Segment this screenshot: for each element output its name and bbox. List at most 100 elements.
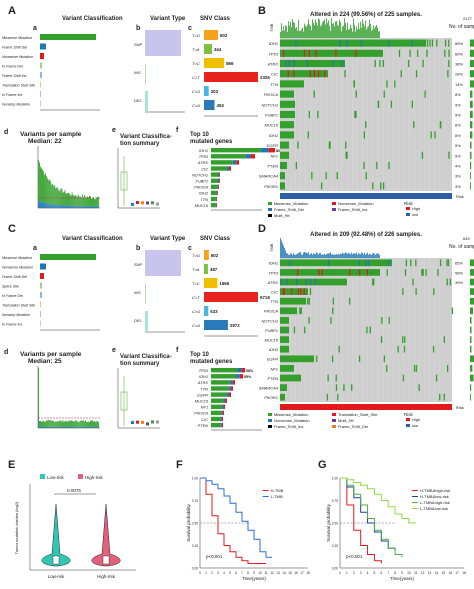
d-legend-risk-label: High bbox=[412, 417, 420, 422]
b-mut-cell-alt bbox=[388, 39, 390, 47]
d-mut-cell-scatter bbox=[446, 259, 448, 267]
g-xtick: 1 bbox=[346, 571, 348, 575]
a-vps-bar-sub bbox=[57, 205, 59, 208]
a-vc-label: Translation Start Site bbox=[2, 84, 35, 88]
a-vps-median: Median: 22 bbox=[28, 138, 62, 145]
e-violin-low-box bbox=[52, 555, 60, 565]
b-freq-bar bbox=[470, 141, 472, 149]
b-legend-risk-label: High bbox=[412, 206, 420, 211]
a-vps-bar bbox=[85, 197, 87, 207]
e-ylabel: Tumor mutation burden (log2) bbox=[14, 501, 19, 554]
d-mut-cell-scatter bbox=[402, 336, 404, 343]
d-mut-cell-alt bbox=[303, 288, 305, 295]
g-xtick: 12 bbox=[421, 571, 425, 575]
f-xtick: 6 bbox=[235, 571, 237, 575]
c-vps-bar bbox=[76, 421, 78, 428]
c-vps-bar bbox=[84, 420, 86, 427]
c-top10-pct: 55% bbox=[244, 375, 252, 379]
a-vt-title: Variant Type bbox=[150, 16, 186, 22]
c-vps-bar bbox=[78, 421, 80, 428]
d-gene-label: SMARCA4 bbox=[259, 386, 279, 391]
c-vps-bar bbox=[98, 421, 100, 428]
f-ytick: 0.00 bbox=[192, 567, 198, 571]
b-mut-cell-alt bbox=[339, 39, 341, 47]
b-tmb-bar bbox=[308, 19, 309, 38]
c-snv-value: 602 bbox=[211, 253, 219, 258]
b-tmb-bar bbox=[301, 29, 302, 38]
a-top10-gene: PIK3CA bbox=[194, 185, 208, 190]
c-vcs-title2: tion summary bbox=[120, 361, 160, 367]
b-tmb-bar bbox=[354, 24, 355, 38]
c-vps-bar-sub bbox=[75, 426, 77, 428]
b-tmb-bar bbox=[378, 31, 379, 38]
a-vps-bar-sub bbox=[38, 200, 39, 208]
d-tmb-bar bbox=[280, 238, 281, 258]
b-mut-cell-scatter bbox=[355, 90, 357, 98]
b-gene-label: SMARCA4 bbox=[259, 174, 279, 179]
d-mut-cell-scatter bbox=[388, 317, 390, 324]
c-vps-bar-sub bbox=[90, 426, 91, 428]
d-mut-cell-alt bbox=[309, 278, 312, 286]
d-mut-cell-scatter bbox=[366, 326, 368, 334]
d-mut-cell-alt bbox=[365, 259, 367, 267]
d-gene-label: FUBP1 bbox=[265, 328, 278, 333]
b-tmb-bar bbox=[313, 22, 314, 38]
c-top10-gene: CIC bbox=[201, 417, 208, 422]
a-vps-bar bbox=[93, 197, 94, 207]
a-top10-bar3 bbox=[218, 184, 219, 189]
c-top10-bar bbox=[211, 410, 222, 416]
b-tmb-bar bbox=[344, 18, 345, 38]
a-vps-bar-sub bbox=[65, 205, 67, 208]
c-vt-label: SNP bbox=[134, 262, 143, 267]
c-vps-bar bbox=[49, 420, 51, 427]
c-vps-bar bbox=[73, 421, 75, 428]
c-vcs-title: Variant Classifica- bbox=[120, 354, 172, 360]
c-vps-bar bbox=[44, 421, 46, 428]
a-snv-title: SNV Class bbox=[200, 16, 231, 22]
d-mut-cell-alt bbox=[314, 278, 317, 286]
c-sub-f: f bbox=[176, 347, 179, 354]
c-vcs-point bbox=[141, 420, 144, 424]
c-vps-bar bbox=[60, 420, 62, 427]
d-onco-title: Altered in 209 (92.48%) of 226 samples. bbox=[310, 232, 422, 238]
c-vps-bar-sub bbox=[86, 427, 88, 428]
d-mut-cell-scatter bbox=[372, 278, 374, 286]
b-tmb-bar bbox=[364, 26, 365, 38]
b-mut-cell-scatter bbox=[344, 70, 346, 78]
c-vps-bar bbox=[94, 421, 95, 427]
a-top10-gene: CIC bbox=[201, 166, 208, 171]
g-xtick: 2 bbox=[353, 571, 355, 575]
b-mut-cell-scatter bbox=[429, 39, 431, 47]
d-mut-cell-scatter bbox=[330, 317, 332, 324]
c-vps-bar bbox=[85, 421, 87, 428]
b-mut-cell-scatter bbox=[416, 49, 419, 57]
f-xtick: 8 bbox=[247, 571, 249, 575]
b-mut-cell-scatter bbox=[430, 131, 432, 139]
c-vps-bar bbox=[95, 421, 97, 428]
d-mut-cell-scatter bbox=[449, 278, 452, 286]
a-snv-value: 602 bbox=[220, 33, 228, 38]
a-vps-bar bbox=[83, 194, 85, 207]
b-gene-pct: 28% bbox=[455, 72, 463, 77]
a-vps-bar bbox=[59, 191, 61, 206]
b-tmb-bar bbox=[312, 19, 313, 38]
c-vps-bar-sub bbox=[87, 427, 89, 428]
b-tmb-bar bbox=[295, 28, 296, 38]
d-risk-row-label: Risk bbox=[456, 405, 464, 410]
d-tmb-bar bbox=[350, 254, 351, 258]
g-ytick: 0.00 bbox=[332, 567, 338, 571]
d-mut-cell-scatter bbox=[308, 297, 310, 305]
f-xtick: 2 bbox=[211, 571, 213, 575]
a-vc-label: Nonstop Mutation bbox=[2, 103, 30, 107]
b-tmb-bar bbox=[371, 30, 372, 38]
d-mut-cell bbox=[280, 317, 289, 324]
b-mut-cell-scatter bbox=[379, 59, 381, 68]
d-tmb-bar bbox=[358, 253, 359, 258]
d-mut-cell-scatter bbox=[369, 326, 371, 334]
b-mut-cell-scatter bbox=[376, 161, 378, 170]
a-vps-bar bbox=[78, 196, 80, 207]
c-vps-bar-sub bbox=[45, 427, 47, 428]
d-gene-label: TP53 bbox=[268, 270, 278, 275]
a-vps-bar-sub bbox=[84, 206, 86, 208]
d-tmb-bar bbox=[366, 253, 367, 258]
